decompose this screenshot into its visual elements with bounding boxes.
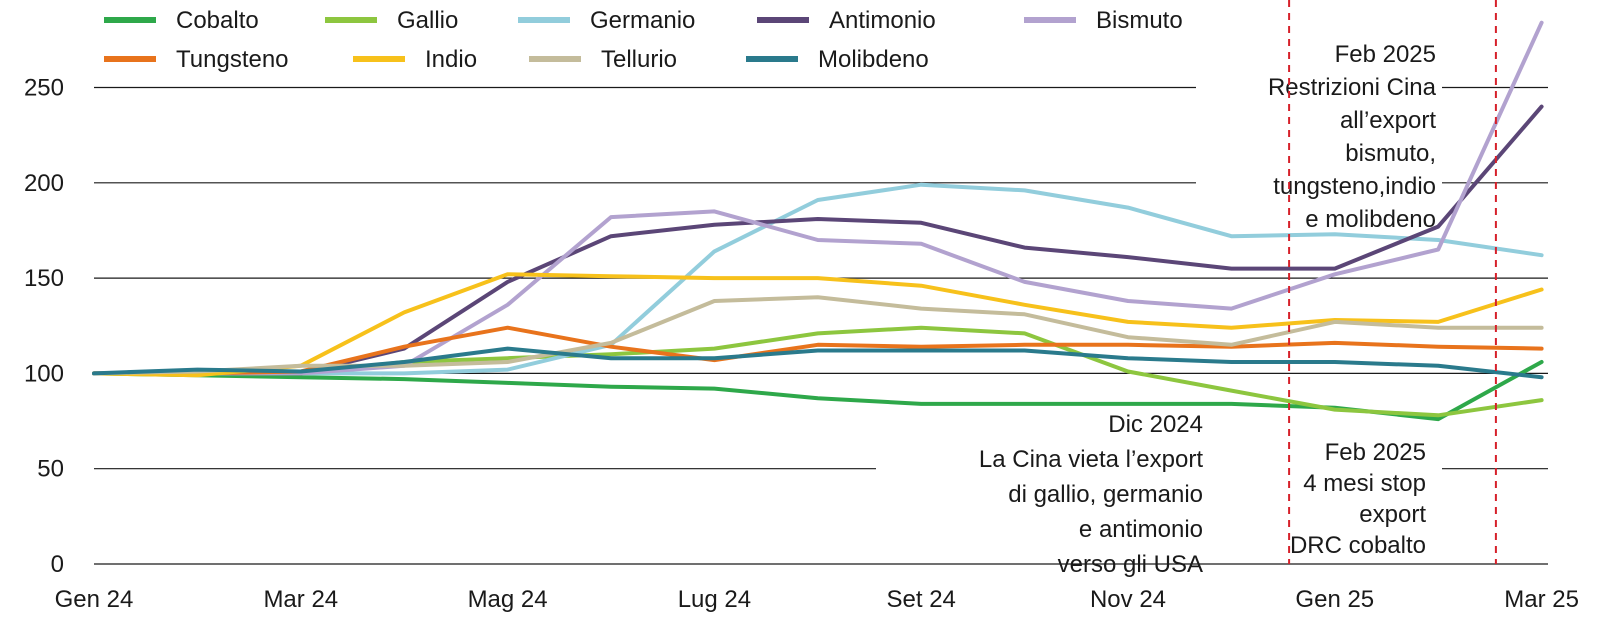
legend-item-tungsteno: Tungsteno [104,46,289,73]
series-line-cobalto [92,360,1544,422]
x-tick-label: Lug 24 [678,586,751,613]
annotation-line: Restrizioni Cina [1268,74,1437,101]
legend-label: Tellurio [601,46,677,73]
series-line-indio [92,272,1544,378]
y-tick-label: 200 [24,170,64,197]
annotations: Dic 2024 La Cina vieta l’export di gallio,… [979,41,1437,578]
annotation-dic2024: Dic 2024 La Cina vieta l’export di gallio,… [979,411,1203,578]
annotation-line: Feb 2025 [1335,41,1436,68]
x-tick-label: Set 24 [887,586,956,613]
series-line-germanio [92,182,1544,376]
legend-label: Antimonio [829,7,936,34]
annotation-line: export [1359,501,1426,528]
event-markers [1288,0,1497,564]
legend-item-molibdeno: Molibdeno [746,46,929,73]
annotation-line: La Cina vieta l’export [979,446,1203,473]
series-line-molibdeno [92,346,1544,380]
legend-item-tellurio: Tellurio [529,46,677,73]
annotation-line: verso gli USA [1058,551,1203,578]
series-lines [92,20,1544,422]
legend-label: Cobalto [176,7,259,34]
annotation-line: Feb 2025 [1325,439,1426,466]
y-tick-label: 250 [24,75,64,102]
legend-item-germanio: Germanio [518,7,695,34]
legend-label: Tungsteno [176,46,289,73]
annotation-line: Dic 2024 [1108,411,1203,438]
legend-label: Bismuto [1096,7,1183,34]
y-tick-label: 150 [24,265,64,292]
annotation-line: e molibdeno [1305,206,1436,233]
x-axis-ticks: Gen 24 Mar 24 Mag 24 Lug 24 Set 24 Nov 24 Gen … [55,586,1579,613]
y-tick-label: 0 [51,551,64,578]
y-axis-ticks: 0 50 100 150 200 250 [24,75,64,579]
annotation-line: 4 mesi stop [1303,470,1426,497]
annotation-line: all’export [1340,107,1436,134]
series-line-tungsteno [92,325,1544,376]
annotation-line: di gallio, germanio [1008,481,1203,508]
annotation-line: DRC cobalto [1290,532,1426,559]
legend-label: Molibdeno [818,46,929,73]
annotation-line: bismuto, [1345,140,1436,167]
x-tick-label: Gen 25 [1295,586,1374,613]
x-tick-label: Mag 24 [468,586,548,613]
legend-item-cobalto: Cobalto [104,7,259,34]
annotation-feb2025_restr: Feb 2025 Restrizioni Cina all’export bismut… [1268,41,1437,233]
y-tick-label: 50 [37,456,64,483]
legend-label: Germanio [590,7,695,34]
legend: Cobalto Gallio Germanio Antimonio Bismuto Tun… [104,7,1183,73]
legend-item-antimonio: Antimonio [757,7,936,34]
x-tick-label: Gen 24 [55,586,134,613]
legend-item-gallio: Gallio [325,7,458,34]
legend-item-bismuto: Bismuto [1024,7,1183,34]
legend-label: Gallio [397,7,458,34]
annotation-line: tungsteno,indio [1273,173,1436,200]
annotation-line: e antimonio [1079,516,1203,543]
x-tick-label: Mar 25 [1504,586,1579,613]
x-tick-label: Nov 24 [1090,586,1166,613]
legend-label: Indio [425,46,477,73]
y-tick-label: 100 [24,360,64,387]
x-tick-label: Mar 24 [263,586,338,613]
annotation-feb2025_drc: Feb 2025 4 mesi stop export DRC cobalto [1290,439,1426,559]
series-line-tellurio [92,295,1544,376]
legend-item-indio: Indio [353,46,477,73]
series-line-bismuto [92,20,1544,376]
